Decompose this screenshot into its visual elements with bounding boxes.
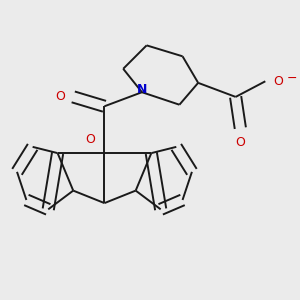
Text: O: O <box>236 136 245 149</box>
Text: O: O <box>273 75 283 88</box>
Text: O: O <box>56 90 65 104</box>
Text: N: N <box>137 82 147 96</box>
Text: O: O <box>85 133 95 146</box>
Text: −: − <box>287 72 298 85</box>
